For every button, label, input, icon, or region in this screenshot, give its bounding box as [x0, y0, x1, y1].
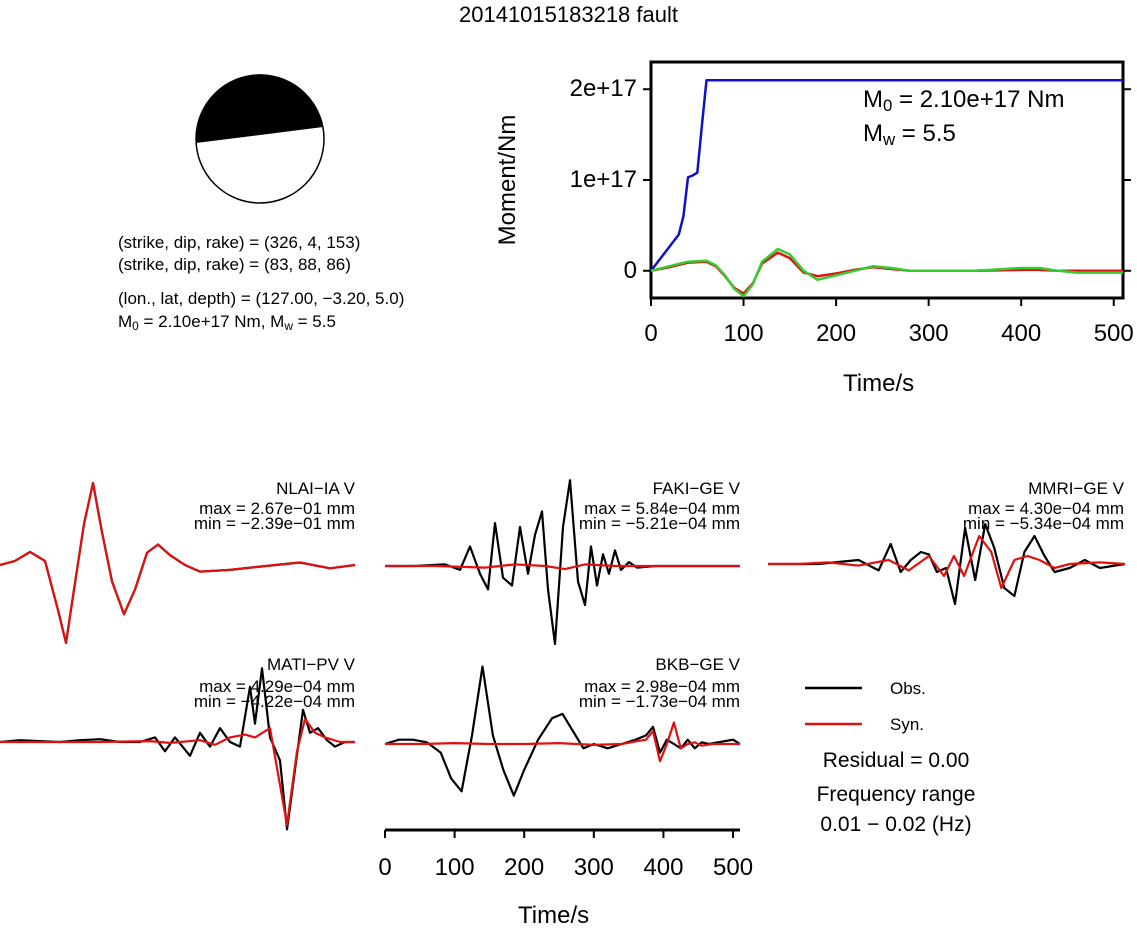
station-max: max = 5.84e−04 mm — [584, 499, 740, 518]
y-tick-label: 1e+17 — [569, 166, 637, 193]
station-name: MATI−PV V — [266, 655, 355, 674]
moment-rate-green-line — [650, 247, 1123, 298]
station-min: min = −5.34e−04 mm — [962, 514, 1124, 533]
x-tick-label: 300 — [573, 854, 614, 881]
moment-y-axis-label: Moment/Nm — [494, 114, 521, 246]
x-tick-label: 0 — [644, 320, 658, 347]
x-tick-label: 500 — [1093, 320, 1134, 347]
waveform-panels — [0, 479, 1126, 838]
waveform-time-axis — [384, 828, 740, 838]
synthetic-waveform — [768, 534, 1126, 590]
y-tick-label: 0 — [623, 256, 637, 284]
station-name: MMRI−GE V — [1028, 479, 1124, 498]
waveform-panel — [0, 667, 355, 831]
focal-mechanism-beachball — [195, 74, 325, 204]
legend-obs-label: Obs. — [890, 679, 926, 698]
moment-x-axis-label: Time/s — [843, 370, 915, 397]
observed-waveform — [385, 479, 740, 646]
synthetic-waveform — [0, 481, 356, 645]
event-location: (lon., lat, depth) = (127.00, −3.20, 5.0… — [118, 289, 405, 308]
x-tick-label: 200 — [504, 854, 545, 881]
nodal-plane-1: (strike, dip, rake) = (326, 4, 153) — [118, 233, 361, 252]
station-max: max = 4.30e−04 mm — [968, 499, 1124, 518]
figure-title: 20141015183218 fault — [459, 2, 678, 27]
residual-value: Residual = 0.00 — [822, 749, 970, 772]
moment-curve — [650, 78, 1123, 272]
frequency-range-value: 0.01 − 0.02 (Hz) — [820, 813, 972, 836]
station-max: max = 2.67e−01 mm — [199, 499, 355, 518]
x-tick-label: 200 — [816, 320, 857, 347]
legend-syn-label: Syn. — [890, 715, 925, 734]
mw-annotation: Mw = 5.5 — [863, 120, 956, 150]
waveform-panel — [384, 665, 741, 797]
moment-summary: M0 = 2.10e+17 Nm, Mw = 5.5 — [118, 312, 336, 333]
station-min: min = −5.21e−04 mm — [578, 514, 740, 533]
observed-waveform — [0, 667, 355, 831]
x-tick-label: 500 — [713, 854, 754, 881]
m0-annotation: M0 = 2.10e+17 Nm — [863, 86, 1065, 116]
x-tick-label: 100 — [434, 854, 475, 881]
station-max: max = 2.98e−04 mm — [584, 677, 740, 696]
station-min: min = −4.22e−04 mm — [193, 692, 355, 711]
waveform-panel — [385, 479, 740, 646]
waveform-panel — [0, 481, 356, 645]
synthetic-waveform — [385, 563, 740, 571]
station-name: NLAI−IA V — [276, 479, 355, 498]
x-tick-label: 100 — [723, 320, 764, 347]
station-min: min = −2.39e−01 mm — [193, 514, 355, 533]
synthetic-waveform — [385, 721, 740, 763]
observed-waveform — [768, 522, 1126, 606]
waveform-x-axis-label: Time/s — [518, 902, 590, 929]
synthetic-waveform — [0, 717, 355, 826]
frequency-range-label: Frequency range — [816, 783, 976, 806]
legend-lines — [805, 686, 862, 726]
observed-waveform — [384, 665, 741, 797]
station-min: min = −1.73e−04 mm — [578, 692, 740, 711]
station-name: BKB−GE V — [655, 655, 740, 674]
moment-rate-plot — [643, 60, 1131, 306]
station-max: max = 4.29e−04 mm — [199, 677, 355, 696]
nodal-plane-2: (strike, dip, rake) = (83, 88, 86) — [118, 255, 351, 274]
x-tick-label: 0 — [378, 854, 392, 881]
x-tick-label: 300 — [908, 320, 949, 347]
waveform-panel — [768, 522, 1126, 606]
y-tick-label: 2e+17 — [569, 75, 637, 103]
x-tick-label: 400 — [1001, 320, 1042, 347]
station-name: FAKI−GE V — [652, 479, 740, 498]
x-tick-label: 400 — [643, 854, 684, 881]
